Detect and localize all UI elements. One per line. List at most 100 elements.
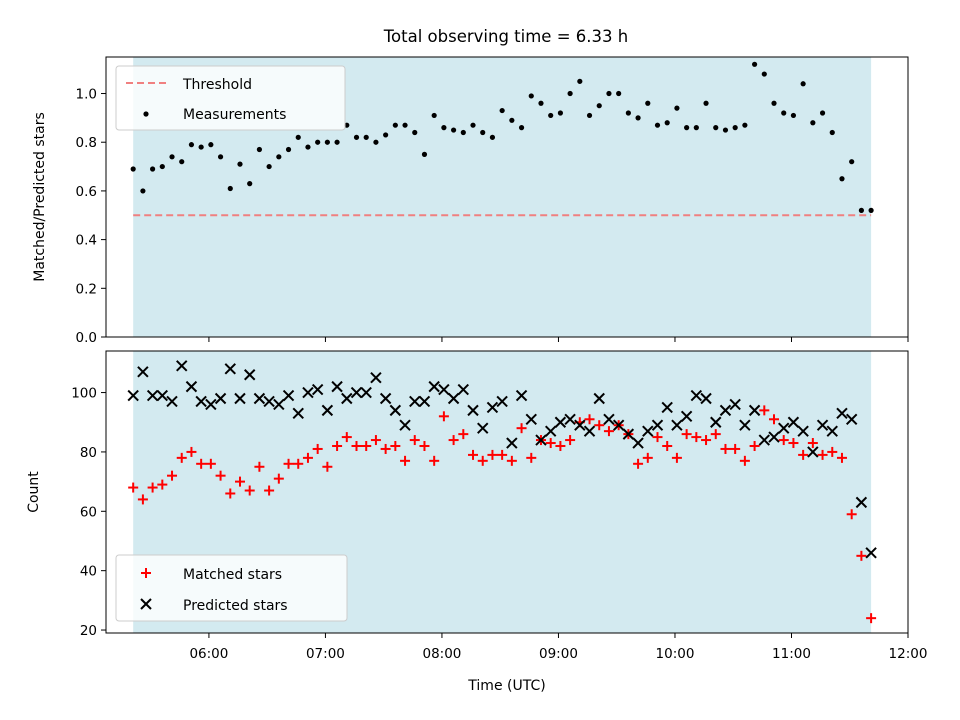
measurement-point [849, 159, 855, 165]
matched-star-point [302, 452, 313, 463]
measurement-point [295, 134, 301, 140]
legend-matched-label: Matched stars [183, 567, 282, 583]
matched-star-point [526, 452, 537, 463]
matched-star-point [390, 440, 401, 451]
measurement-point [412, 129, 418, 136]
predicted-star-point [341, 392, 353, 405]
x-tick-label: 11:00 [772, 646, 811, 662]
matched-star-point [866, 613, 877, 624]
matched-star-point [798, 449, 809, 460]
measurement-point [373, 139, 379, 145]
matched-star-point [497, 449, 508, 460]
measurement-point [324, 139, 330, 145]
chart-title: Total observing time = 6.33 h [383, 27, 628, 46]
matched-star-point [701, 435, 712, 446]
predicted-star-point [379, 392, 392, 405]
measurement-point [237, 161, 243, 167]
matched-star-point [196, 458, 207, 469]
measurement-point [450, 127, 457, 133]
predicted-star-point [612, 419, 625, 431]
measurement-point [140, 188, 146, 194]
measurement-point [470, 122, 476, 128]
x-tick-label: 12:00 [889, 646, 928, 662]
matched-star-point [341, 432, 352, 443]
predicted-star-point [603, 413, 615, 425]
predicted-star-point [146, 389, 159, 402]
measurement-point [703, 100, 709, 106]
measurement-point [392, 122, 398, 128]
predicted-star-point [156, 389, 169, 402]
predicted-stars-series [127, 360, 877, 559]
predicted-star-point [331, 380, 343, 393]
bottom-legend-box [115, 554, 348, 622]
matched-star-point [157, 479, 168, 490]
measurements-series [130, 61, 874, 213]
bottom-y-axis-label: Count [26, 471, 42, 513]
predicted-star-point [807, 446, 819, 458]
matched-star-point [584, 414, 595, 425]
matched-star-point [749, 440, 760, 451]
predicted-star-point [544, 425, 557, 437]
matched-star-point [176, 452, 187, 463]
measurement-point [684, 125, 690, 131]
predicted-star-point [399, 419, 411, 431]
x-tick-label: 09:00 [539, 646, 578, 662]
measurement-point [499, 107, 505, 114]
measurement-point [402, 122, 408, 128]
measurement-point [130, 166, 136, 172]
matched-star-point [264, 485, 275, 496]
matched-star-point [468, 449, 479, 460]
measurement-point [645, 100, 651, 106]
predicted-star-point [273, 398, 285, 411]
matched-star-point [681, 429, 692, 440]
matched-star-point [652, 432, 663, 443]
matched-star-point [409, 435, 420, 446]
predicted-star-point [593, 392, 605, 405]
bottom-y-ticks: 20 40 60 80 100 [71, 386, 106, 639]
top-axes-frame [105, 56, 909, 338]
measurement-point [810, 120, 816, 126]
predicted-star-point [428, 380, 440, 393]
matched-star-point [234, 476, 245, 487]
legend-predicted-marker [140, 598, 152, 610]
predicted-star-point [564, 413, 576, 425]
measurement-point [363, 134, 369, 140]
top-y-tick-label: 0.8 [76, 135, 97, 151]
predicted-star-point [583, 425, 596, 437]
measurement-point [829, 129, 835, 136]
predicted-star-point [826, 425, 838, 437]
predicted-star-point [234, 392, 246, 405]
measurement-point [285, 146, 292, 153]
predicted-star-point [574, 419, 586, 431]
measurement-point [557, 110, 564, 116]
measurement-point [315, 139, 321, 145]
matched-star-point [730, 443, 741, 454]
predicted-star-point [302, 386, 314, 399]
measurement-point [334, 139, 340, 145]
predicted-star-point [321, 404, 334, 417]
measurement-point [227, 185, 233, 192]
measurement-point [353, 134, 360, 140]
matched-star-point [205, 458, 216, 469]
bottom-x-ticks: 06:00 07:00 08:00 09:00 10:00 11:00 12:00 [189, 633, 927, 662]
predicted-star-point [739, 419, 751, 431]
matched-star-point [827, 446, 838, 457]
matched-star-point [225, 488, 236, 499]
measurement-point [742, 122, 748, 128]
matched-star-point [710, 429, 721, 440]
top-y-tick-label: 0.2 [76, 281, 97, 297]
measurement-point [460, 129, 466, 136]
predicted-star-point [758, 434, 771, 446]
predicted-star-point [214, 392, 227, 405]
predicted-star-point [836, 407, 848, 420]
predicted-star-point [855, 496, 868, 509]
matched-star-point [351, 440, 362, 451]
matched-star-point [487, 449, 498, 460]
predicted-star-point [253, 392, 266, 405]
top-y-tick-label: 0.0 [76, 330, 97, 346]
matched-star-point [448, 435, 459, 446]
matched-star-point [739, 455, 750, 466]
x-tick-label: 10:00 [656, 646, 695, 662]
predicted-star-point [632, 437, 644, 449]
